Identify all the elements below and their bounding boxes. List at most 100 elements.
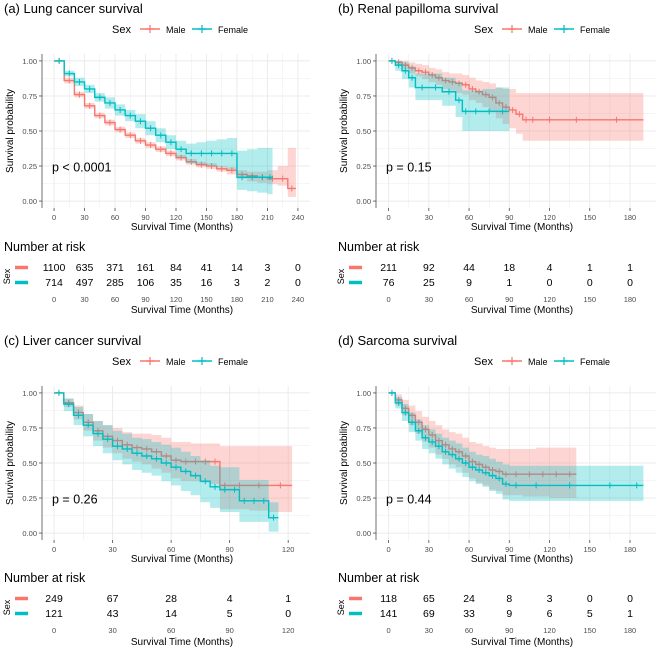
censor-mark-female — [228, 150, 235, 157]
censor-mark-male — [415, 419, 422, 426]
censor-mark-male — [449, 445, 456, 452]
risk-strata-label: Sex — [336, 268, 346, 284]
censor-mark-female — [409, 74, 416, 81]
gridlines — [42, 54, 310, 208]
ci-band-male — [388, 60, 644, 141]
risk-count-female: 1 — [627, 608, 633, 620]
y-tick-label: 1.00 — [22, 389, 37, 398]
censor-mark-female — [422, 434, 429, 441]
risk-count-female: 0 — [285, 608, 291, 620]
censor-mark-male — [469, 85, 476, 92]
censor-mark-male — [523, 116, 530, 123]
censor-mark-male — [422, 69, 429, 76]
censor-mark-male — [218, 165, 225, 172]
legend-female-label: Female — [580, 357, 610, 367]
censor-mark-female — [388, 57, 395, 64]
risk-count-female: 35 — [170, 277, 182, 289]
censor-mark-female — [449, 451, 456, 458]
y-tick-label: 0.25 — [22, 162, 37, 171]
y-axis-title: Survival probability — [339, 89, 350, 173]
censor-mark-female — [167, 139, 174, 146]
censor-mark-male — [415, 67, 422, 74]
risk-x-tick-label: 120 — [170, 295, 183, 304]
censor-mark-male — [482, 464, 489, 471]
legend-male-cross — [508, 25, 516, 33]
censor-mark-female — [163, 460, 170, 466]
censor-mark-male — [288, 185, 295, 192]
censor-mark-female — [456, 455, 463, 462]
censor-mark-female — [65, 401, 72, 408]
risk-count-female: 69 — [423, 608, 435, 620]
gridlines — [376, 386, 656, 540]
panel-3: (c) Liver cancer survival Sex Male Female 0.… — [2, 333, 310, 648]
y-tick-label: 0.75 — [22, 92, 37, 101]
risk-count-male: 118 — [380, 593, 397, 605]
censor-mark-male — [182, 458, 189, 465]
censor-mark-female — [192, 472, 199, 479]
censor-mark-female — [104, 436, 111, 443]
risk-count-female: 6 — [547, 608, 553, 620]
y-tick-label: 0.50 — [356, 127, 371, 136]
risk-count-female: 1 — [506, 277, 512, 289]
risk-x-tick-label: 120 — [543, 626, 556, 635]
censor-mark-male — [529, 116, 536, 123]
risk-x-tick-label: 180 — [231, 295, 244, 304]
risk-count-male: 1 — [285, 593, 291, 605]
risk-count-female: 497 — [76, 277, 94, 289]
censor-mark-male — [137, 137, 144, 144]
censor-mark-female — [409, 419, 416, 426]
censor-mark-female — [482, 469, 489, 476]
risk-count-male: 28 — [165, 593, 177, 605]
risk-x-tick-label: 120 — [543, 295, 556, 304]
censor-mark-female — [96, 94, 103, 101]
p-value: p = 0.44 — [386, 493, 432, 507]
risk-x-tick-label: 150 — [584, 626, 597, 635]
panel-title: (d) Sarcoma survival — [338, 333, 457, 348]
censor-mark-female — [606, 482, 613, 489]
censor-mark-male — [178, 154, 185, 161]
risk-count-female: 5 — [227, 608, 233, 620]
censor-mark-female — [124, 445, 131, 452]
x-axis-title: Survival Time (Months) — [471, 554, 573, 565]
censor-mark-female — [218, 150, 225, 157]
censor-mark-male — [255, 482, 262, 489]
censor-mark-male — [496, 99, 503, 106]
risk-x-tick-label: 90 — [141, 295, 149, 304]
censor-mark-female — [496, 475, 503, 482]
risk-count-female: 14 — [165, 608, 177, 620]
risk-x-tick-label: 90 — [505, 626, 513, 635]
censor-mark-male — [449, 78, 456, 85]
legend-female-cross — [198, 357, 206, 365]
panel-2: (b) Renal papilloma survival Sex Male Femal… — [336, 1, 656, 316]
censor-mark-female — [66, 70, 73, 77]
risk-x-tick-label: 60 — [465, 626, 473, 635]
risk-x-tick-label: 60 — [167, 626, 175, 635]
legend-male-label: Male — [166, 357, 186, 367]
censor-mark-female — [472, 108, 479, 115]
censor-mark-female — [212, 483, 219, 490]
y-tick-label: 0.00 — [356, 529, 371, 538]
censor-mark-male — [573, 116, 580, 123]
risk-count-male: 14 — [231, 262, 243, 274]
risk-count-female: 0 — [627, 277, 633, 289]
censor-mark-male — [402, 62, 409, 69]
risk-x-tick-label: 90 — [505, 295, 513, 304]
x-tick-label: 60 — [465, 545, 473, 554]
risk-count-female: 3 — [234, 277, 240, 289]
censor-mark-female — [231, 486, 238, 493]
risk-count-female: 9 — [466, 277, 472, 289]
censor-mark-male — [163, 452, 170, 459]
censor-mark-male — [66, 77, 73, 84]
ci-band-female — [388, 392, 644, 501]
y-tick-label: 1.00 — [356, 389, 371, 398]
censor-mark-female — [395, 62, 402, 69]
censor-mark-female — [462, 108, 469, 115]
censor-mark-female — [445, 88, 452, 95]
censor-mark-male — [462, 81, 469, 88]
risk-count-male: 44 — [463, 262, 475, 274]
survival-curve-female — [54, 392, 279, 519]
risk-x-tick-label: 150 — [200, 295, 213, 304]
censor-mark-female — [402, 67, 409, 74]
p-value: p = 0.15 — [386, 161, 432, 175]
censor-mark-male — [462, 452, 469, 459]
